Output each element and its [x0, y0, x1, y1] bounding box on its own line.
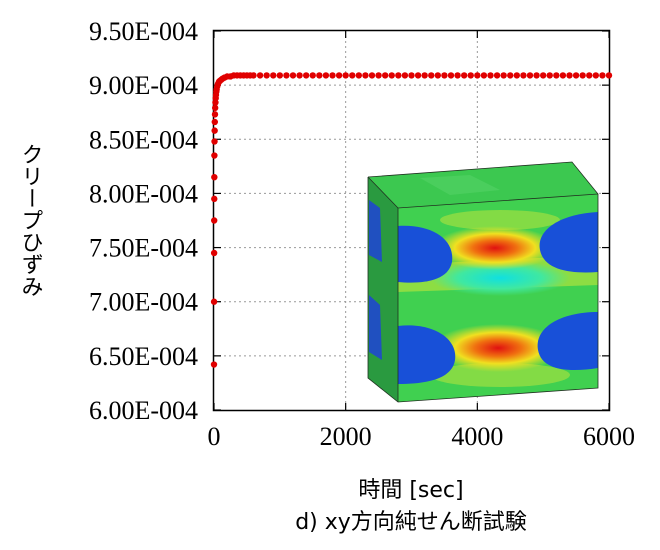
data-point — [520, 72, 527, 79]
y-tick-label: 7.00E-004 — [89, 288, 198, 317]
data-point — [276, 72, 284, 79]
data-point — [533, 72, 540, 79]
y-tick-label: 9.50E-004 — [89, 17, 198, 46]
data-point — [559, 72, 567, 79]
data-point — [599, 72, 606, 79]
data-point — [362, 72, 369, 79]
data-point — [210, 249, 218, 257]
data-point — [210, 361, 218, 368]
data-point — [342, 72, 349, 79]
data-point — [480, 72, 488, 79]
data-point — [388, 72, 395, 79]
data-point — [322, 72, 330, 79]
data-point — [381, 72, 389, 79]
contour-block-image — [367, 161, 599, 403]
data-point — [211, 152, 218, 159]
data-point — [375, 72, 382, 79]
data-point — [335, 72, 343, 79]
data-point — [211, 127, 218, 134]
data-point — [210, 298, 218, 305]
x-tick-label: 0 — [208, 422, 221, 451]
data-point — [289, 72, 297, 79]
data-point — [487, 72, 494, 79]
data-point — [210, 217, 218, 224]
data-point — [250, 72, 257, 79]
data-point — [316, 72, 323, 79]
data-point — [211, 195, 218, 203]
data-point — [460, 72, 468, 79]
data-points — [210, 72, 613, 368]
data-point — [474, 72, 481, 79]
x-tick-label: 2000 — [320, 422, 372, 451]
data-point — [467, 72, 474, 79]
y-tick-label: 6.00E-004 — [89, 396, 198, 425]
y-axis-ticks: 6.00E-004 6.50E-004 7.00E-004 7.50E-004 8.00… — [89, 17, 609, 425]
data-point — [493, 72, 501, 79]
x-tick-label: 4000 — [451, 422, 503, 451]
data-point — [211, 138, 218, 145]
data-point — [414, 72, 422, 79]
data-point — [605, 72, 613, 79]
data-point — [349, 72, 356, 79]
data-point — [434, 72, 442, 79]
data-point — [428, 72, 435, 79]
y-tick-label: 7.50E-004 — [89, 234, 198, 263]
data-point — [454, 72, 461, 79]
y-tick-label: 8.00E-004 — [89, 179, 198, 208]
data-point — [270, 72, 277, 79]
data-point — [553, 72, 560, 79]
data-point — [579, 72, 586, 79]
data-point — [296, 72, 303, 79]
x-axis-label: 時間 [sec] — [358, 478, 463, 503]
data-point — [513, 72, 521, 79]
data-point — [211, 104, 219, 112]
y-tick-label: 9.00E-004 — [89, 71, 198, 100]
data-point — [211, 118, 218, 126]
x-tick-label: 6000 — [583, 422, 635, 451]
y-tick-label: 8.50E-004 — [89, 125, 198, 154]
data-point — [441, 72, 448, 79]
data-point — [507, 72, 514, 79]
data-point — [566, 72, 573, 79]
figure-caption: d) xy方向純せん断試験 — [295, 510, 527, 535]
data-point — [546, 72, 553, 79]
data-point — [592, 72, 600, 79]
x-axis-ticks: 0 2000 4000 6000 — [208, 31, 635, 451]
data-point — [302, 72, 310, 79]
data-point — [309, 72, 316, 79]
data-point — [586, 72, 593, 79]
data-point — [447, 72, 455, 79]
data-point — [368, 72, 376, 79]
data-point — [355, 72, 363, 79]
data-point — [526, 72, 534, 79]
data-point — [572, 72, 580, 79]
data-point — [256, 72, 264, 79]
y-axis-label: クリープひずみ — [18, 143, 43, 297]
data-point — [211, 173, 218, 181]
data-point — [421, 72, 428, 79]
data-point — [263, 72, 270, 79]
data-point — [500, 72, 507, 79]
data-point — [408, 72, 415, 79]
y-tick-label: 6.50E-004 — [89, 342, 198, 371]
data-point — [283, 72, 290, 79]
data-point — [395, 72, 402, 79]
data-point — [401, 72, 409, 79]
data-point — [211, 111, 219, 118]
data-point — [329, 72, 336, 79]
data-point — [539, 72, 547, 79]
